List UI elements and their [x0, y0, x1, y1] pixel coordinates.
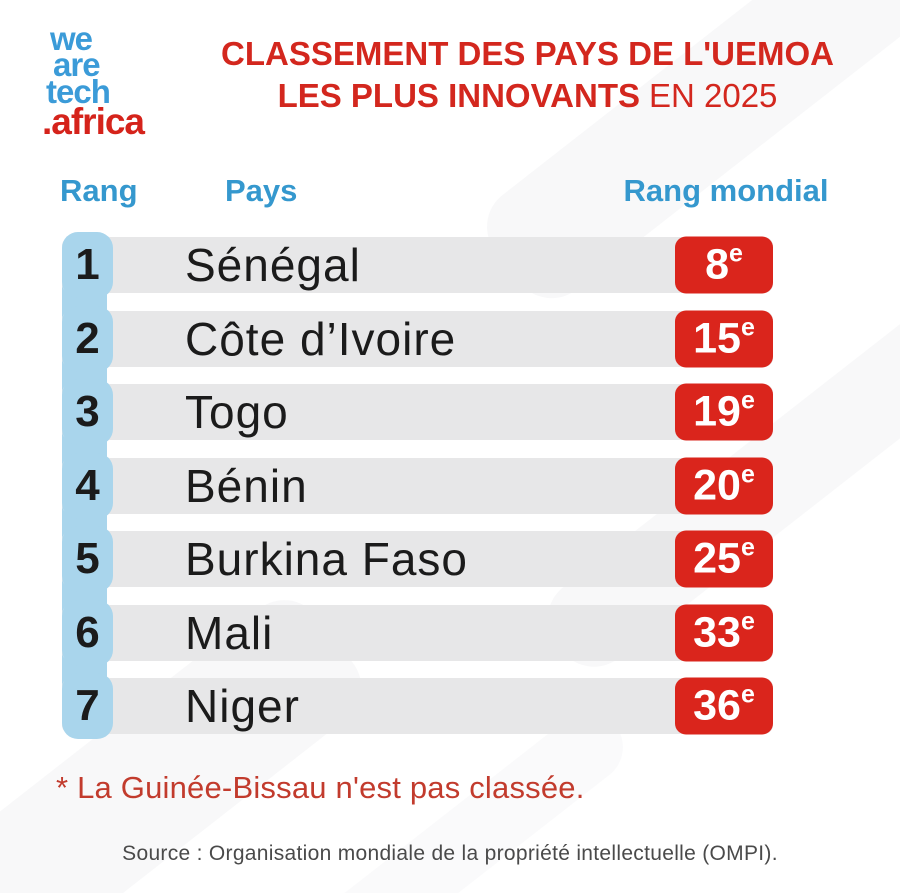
ordinal-suffix: e — [740, 313, 755, 341]
country-name: Sénégal — [185, 239, 361, 291]
country-name: Côte d’Ivoire — [185, 312, 457, 365]
rank-number: 7 — [75, 681, 100, 730]
table-row: 5 Burkina Faso 25 e — [62, 526, 773, 592]
rank-cell: 3 — [62, 379, 113, 445]
country-name: Togo — [185, 386, 289, 438]
table-row: 4 Bénin 20 e — [62, 452, 773, 519]
column-header-country: Pays — [225, 173, 298, 208]
rank-cell: 6 — [62, 599, 113, 666]
world-rank-badge: 33 e — [675, 604, 773, 661]
rank-number: 3 — [75, 387, 100, 436]
world-rank-number: 15 — [693, 314, 741, 362]
world-rank-badge: 8 e — [675, 236, 773, 294]
rank-cell: 1 — [62, 232, 113, 298]
table-row: 6 Mali 33 e — [62, 599, 773, 666]
ordinal-suffix: e — [740, 533, 755, 562]
world-rank-number: 33 — [693, 608, 741, 656]
country-name: Bénin — [185, 459, 308, 512]
world-rank-badge: 19 e — [675, 383, 773, 441]
rank-cell: 5 — [62, 526, 113, 592]
rank-cell: 2 — [62, 305, 113, 372]
world-rank-badge: 20 e — [675, 457, 773, 514]
world-rank-badge: 25 e — [675, 530, 773, 588]
title-line1: CLASSEMENT DES PAYS DE L'UEMOA — [221, 35, 834, 72]
title-year: EN 2025 — [648, 77, 778, 115]
world-rank-number: 36 — [693, 681, 741, 730]
rank-number: 6 — [75, 607, 100, 657]
table-row: 3 Togo 19 e — [62, 379, 773, 445]
country-name: Niger — [185, 680, 300, 732]
ranking-table: 1 Sénégal 8 e 2 Côte d’Ivoire 15 e 3 Tog… — [62, 232, 773, 739]
footnote: * La Guinée-Bissau n'est pas classée. — [56, 770, 585, 805]
ordinal-suffix: e — [740, 680, 755, 709]
title-line2-bold: LES PLUS INNOVANTS — [277, 77, 640, 115]
page-title: CLASSEMENT DES PAYS DE L'UEMOA LES PLUS … — [175, 33, 880, 117]
rank-number: 5 — [75, 534, 100, 583]
table-row: 2 Côte d’Ivoire 15 e — [62, 305, 773, 372]
country-name: Burkina Faso — [185, 533, 469, 585]
table-row: 7 Niger 36 e — [62, 673, 773, 739]
source-credit: Source : Organisation mondiale de la pro… — [122, 842, 778, 865]
rank-cell: 4 — [62, 452, 113, 519]
world-rank-number: 20 — [693, 461, 741, 509]
wearetech-africa-logo: we are tech .africa — [42, 20, 145, 143]
column-header-rank: Rang — [60, 173, 138, 208]
logo-line-tech: tech — [46, 72, 111, 110]
rank-number: 1 — [75, 240, 100, 289]
world-rank-number: 19 — [693, 387, 741, 436]
logo-line-africa: .africa — [42, 101, 145, 143]
ordinal-suffix: e — [740, 460, 755, 488]
logo-line-are: are — [53, 46, 101, 84]
rank-number: 2 — [75, 313, 100, 363]
rank-cell: 7 — [62, 673, 113, 739]
ordinal-suffix: e — [740, 386, 755, 415]
rank-number: 4 — [75, 460, 100, 510]
world-rank-number: 8 — [705, 240, 729, 289]
world-rank-number: 25 — [693, 534, 741, 583]
table-row: 1 Sénégal 8 e — [62, 232, 773, 298]
logo-line-we: we — [50, 20, 93, 57]
column-header-world-rank: Rang mondial — [623, 173, 829, 208]
country-name: Mali — [185, 606, 274, 659]
ordinal-suffix: e — [729, 239, 743, 268]
world-rank-badge: 15 e — [675, 310, 773, 367]
ordinal-suffix: e — [740, 607, 755, 635]
world-rank-badge: 36 e — [675, 677, 773, 735]
